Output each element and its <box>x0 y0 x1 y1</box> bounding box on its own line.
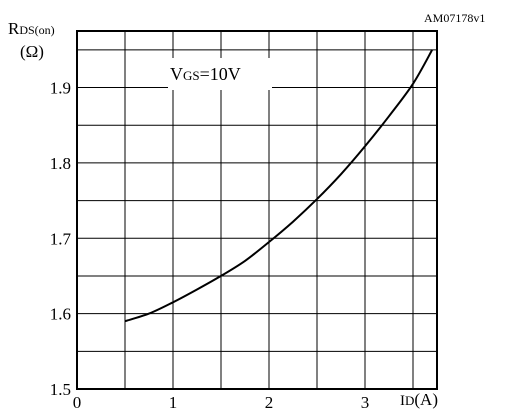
y-label-sub: DS(on) <box>19 23 54 37</box>
vgs-annotation: VGS=10V <box>170 64 241 84</box>
vgs-sub: GS <box>183 68 200 83</box>
vgs-prefix: V <box>170 64 183 84</box>
x-tick-label: 1 <box>169 393 178 412</box>
y-tick-label: 1.8 <box>50 154 71 173</box>
x-label-sub: D <box>405 393 414 408</box>
figure-id: AM07178v1 <box>424 11 485 25</box>
y-axis-unit: (Ω) <box>20 42 44 61</box>
y-tick-label: 1.5 <box>50 380 71 399</box>
y-tick-label: 1.7 <box>50 229 72 248</box>
x-label-unit: (A) <box>414 390 438 409</box>
y-tick-label: 1.9 <box>50 79 71 98</box>
y-tick-label: 1.6 <box>50 305 71 324</box>
x-axis-label: ID(A) <box>400 390 438 409</box>
y-axis-label: RDS(on) <box>8 19 55 38</box>
plot-frame <box>76 30 438 390</box>
vgs-suffix: =10V <box>200 64 241 84</box>
grid <box>77 31 437 389</box>
x-tick-label: 2 <box>265 393 274 412</box>
annotation-background <box>168 58 272 90</box>
tick-labels: 0 1 2 3 1.5 1.6 1.7 1.8 1.9 <box>50 79 370 412</box>
x-tick-label: 3 <box>361 393 370 412</box>
y-label-main: R <box>8 19 20 38</box>
x-label-main: I <box>400 393 405 409</box>
series-line <box>124 49 434 323</box>
x-tick-label: 0 <box>73 393 82 412</box>
